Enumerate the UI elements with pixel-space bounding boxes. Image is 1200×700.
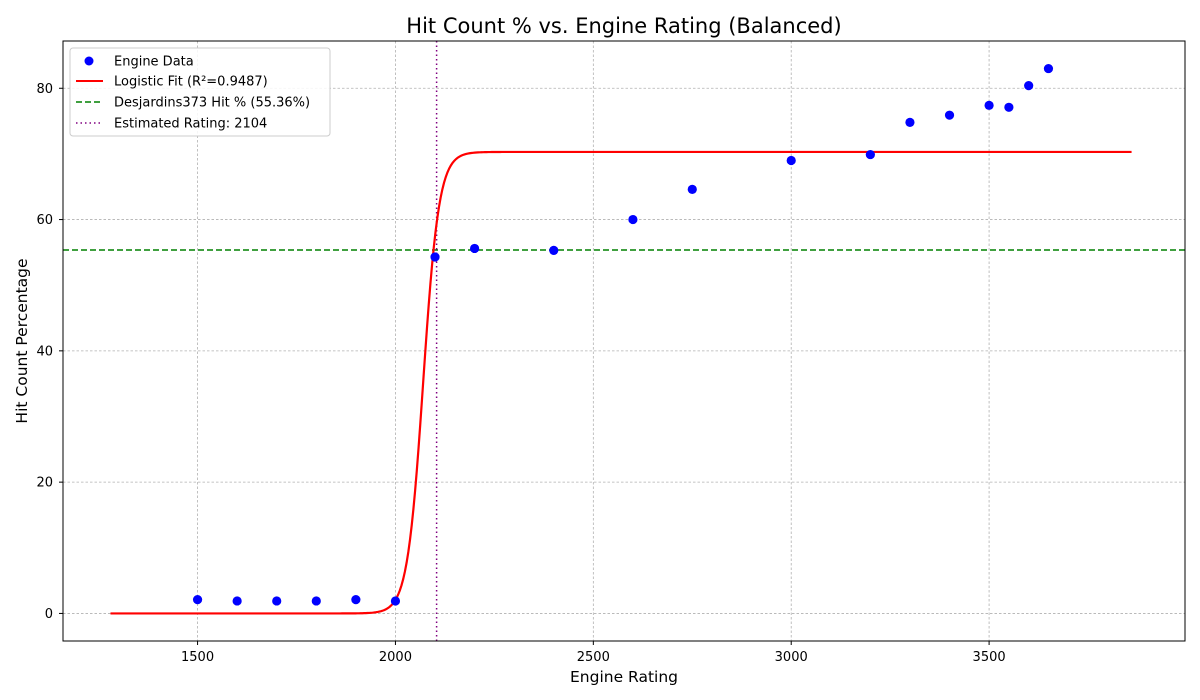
x-tick-label: 1500 (181, 650, 214, 665)
engine-data-point (687, 184, 697, 194)
engine-data-point (311, 596, 321, 606)
engine-data-point (984, 100, 994, 110)
x-axis: 1500 2000 2500 3000 3500 (181, 641, 1006, 665)
engine-data-point (786, 155, 796, 166)
legend-marker-engine-data (84, 56, 94, 66)
legend: Engine Data Logistic Fit (R²=0.9487) Des… (69, 47, 331, 137)
engine-data-point (944, 110, 955, 120)
legend-label-logistic-fit: Logistic Fit (R²=0.9487) (114, 75, 268, 90)
engine-data-point (628, 214, 638, 225)
x-tick-label: 2500 (577, 650, 610, 665)
engine-data-point (469, 243, 480, 254)
engine-data-point (430, 252, 440, 262)
y-tick-label: 60 (36, 213, 53, 228)
engine-data-point (390, 596, 401, 606)
y-tick-label: 40 (36, 344, 53, 359)
y-axis-label: Hit Count Percentage (13, 258, 31, 423)
engine-data-point (1004, 102, 1014, 112)
engine-data-point (272, 596, 282, 606)
reference-lines (63, 41, 1185, 641)
x-tick-label: 3500 (973, 650, 1006, 665)
data-points (192, 63, 1054, 606)
engine-data-point (192, 595, 203, 605)
engine-data-point (351, 595, 361, 605)
x-axis-label: Engine Rating (570, 668, 678, 686)
y-tick-label: 20 (36, 476, 53, 491)
engine-data-point (549, 245, 559, 256)
y-tick-label: 0 (45, 607, 53, 622)
y-tick-label: 80 (36, 82, 53, 97)
plot-frame (62, 40, 1186, 642)
legend-label-reference-hit: Desjardins373 Hit % (55.36%) (114, 96, 310, 111)
logistic-fit-curve (110, 150, 1132, 615)
legend-label-estimated-rating: Estimated Rating: 2104 (114, 117, 267, 132)
legend-label-engine-data: Engine Data (114, 55, 194, 70)
x-tick-label: 3000 (775, 650, 808, 665)
engine-data-point (865, 149, 875, 160)
y-axis: 0 20 40 60 80 (36, 82, 63, 622)
engine-data-point (905, 117, 915, 128)
engine-data-point (1024, 81, 1034, 91)
chart-title: Hit Count % vs. Engine Rating (Balanced) (406, 14, 841, 38)
fit-curve-group (110, 150, 1132, 615)
x-tick-label: 2000 (379, 650, 412, 665)
engine-data-point (1043, 63, 1054, 74)
engine-data-point (232, 596, 242, 606)
legend-box (69, 47, 331, 137)
